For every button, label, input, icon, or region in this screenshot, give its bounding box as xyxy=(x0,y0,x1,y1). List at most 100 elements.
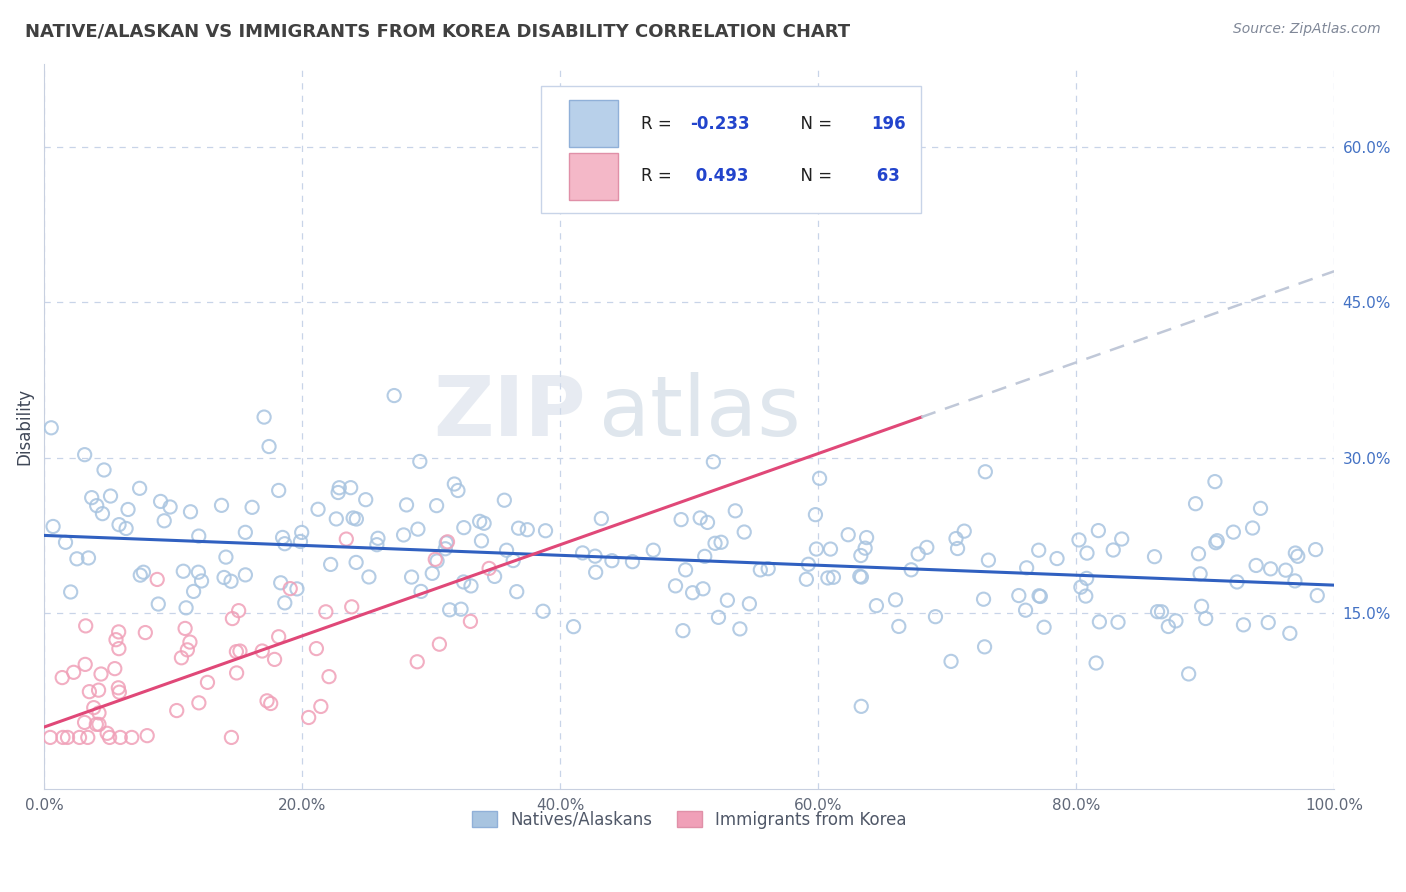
Point xyxy=(128,481,150,495)
Point xyxy=(724,504,747,518)
Point xyxy=(75,619,97,633)
Point xyxy=(340,599,363,614)
Point xyxy=(887,619,910,633)
Point xyxy=(672,624,695,638)
Point xyxy=(946,541,969,556)
Point xyxy=(531,604,554,618)
Point xyxy=(1184,497,1206,511)
Point xyxy=(136,729,159,743)
Point xyxy=(853,541,876,556)
Point xyxy=(1241,521,1264,535)
Point xyxy=(621,555,644,569)
Point xyxy=(104,632,127,647)
Point xyxy=(1028,543,1050,558)
Point xyxy=(108,517,131,532)
Point xyxy=(1284,574,1306,588)
Point xyxy=(215,550,238,565)
Point xyxy=(693,549,716,564)
Point xyxy=(176,643,198,657)
Point xyxy=(675,563,697,577)
Point xyxy=(59,585,82,599)
Point xyxy=(434,541,457,556)
Point xyxy=(250,644,273,658)
Text: R =: R = xyxy=(641,168,678,186)
Point xyxy=(696,516,718,530)
Point xyxy=(149,494,172,508)
Point xyxy=(148,597,170,611)
Point xyxy=(1244,558,1267,573)
Point xyxy=(211,499,233,513)
Point xyxy=(253,410,276,425)
Point xyxy=(257,440,280,454)
Point xyxy=(1278,626,1301,640)
Point xyxy=(87,683,110,698)
Point xyxy=(117,502,139,516)
Text: 196: 196 xyxy=(872,114,905,133)
Point xyxy=(73,715,96,730)
Point xyxy=(42,519,65,533)
Point xyxy=(98,731,121,745)
Point xyxy=(453,521,475,535)
Point xyxy=(1232,618,1254,632)
Point xyxy=(429,637,451,651)
Point xyxy=(409,584,432,599)
Point xyxy=(96,726,118,740)
Point xyxy=(460,615,482,629)
Point xyxy=(915,541,938,555)
Point xyxy=(820,542,842,557)
Point xyxy=(179,635,201,649)
Point xyxy=(1226,574,1249,589)
Point xyxy=(129,568,152,582)
Point xyxy=(884,592,907,607)
Y-axis label: Disability: Disability xyxy=(15,388,32,466)
Text: N =: N = xyxy=(790,114,837,133)
FancyBboxPatch shape xyxy=(569,100,619,147)
Point xyxy=(682,585,704,599)
Point xyxy=(443,477,465,491)
Point xyxy=(159,500,181,514)
Point xyxy=(406,655,429,669)
Point xyxy=(1191,599,1213,614)
Point xyxy=(1014,603,1036,617)
Point xyxy=(309,699,332,714)
Point xyxy=(357,570,380,584)
Point xyxy=(104,662,127,676)
Point xyxy=(90,667,112,681)
Point xyxy=(865,599,887,613)
Point xyxy=(187,529,209,543)
Point xyxy=(51,671,73,685)
Point xyxy=(1274,563,1296,577)
Point xyxy=(219,574,242,589)
Point xyxy=(796,572,818,586)
Point xyxy=(436,534,458,549)
Point xyxy=(1107,615,1129,630)
Point xyxy=(270,575,292,590)
Point xyxy=(1306,589,1329,603)
Point xyxy=(1164,614,1187,628)
Point xyxy=(328,481,350,495)
Point xyxy=(228,604,250,618)
Point xyxy=(420,566,443,581)
Point xyxy=(1085,656,1108,670)
Point xyxy=(1157,619,1180,633)
Point xyxy=(1257,615,1279,630)
Point xyxy=(495,543,517,558)
Point xyxy=(307,502,329,516)
Point xyxy=(52,731,75,745)
Point xyxy=(263,652,285,666)
Point xyxy=(115,521,138,535)
Point xyxy=(1143,549,1166,564)
Point xyxy=(395,498,418,512)
Point xyxy=(187,696,209,710)
Point xyxy=(187,565,209,579)
Point xyxy=(153,514,176,528)
Point xyxy=(83,700,105,714)
Point xyxy=(669,513,692,527)
Point xyxy=(274,596,297,610)
Point xyxy=(439,603,461,617)
Point xyxy=(756,562,779,576)
Point xyxy=(401,570,423,584)
Point xyxy=(100,489,122,503)
Point xyxy=(1070,580,1092,594)
Point xyxy=(716,593,738,607)
